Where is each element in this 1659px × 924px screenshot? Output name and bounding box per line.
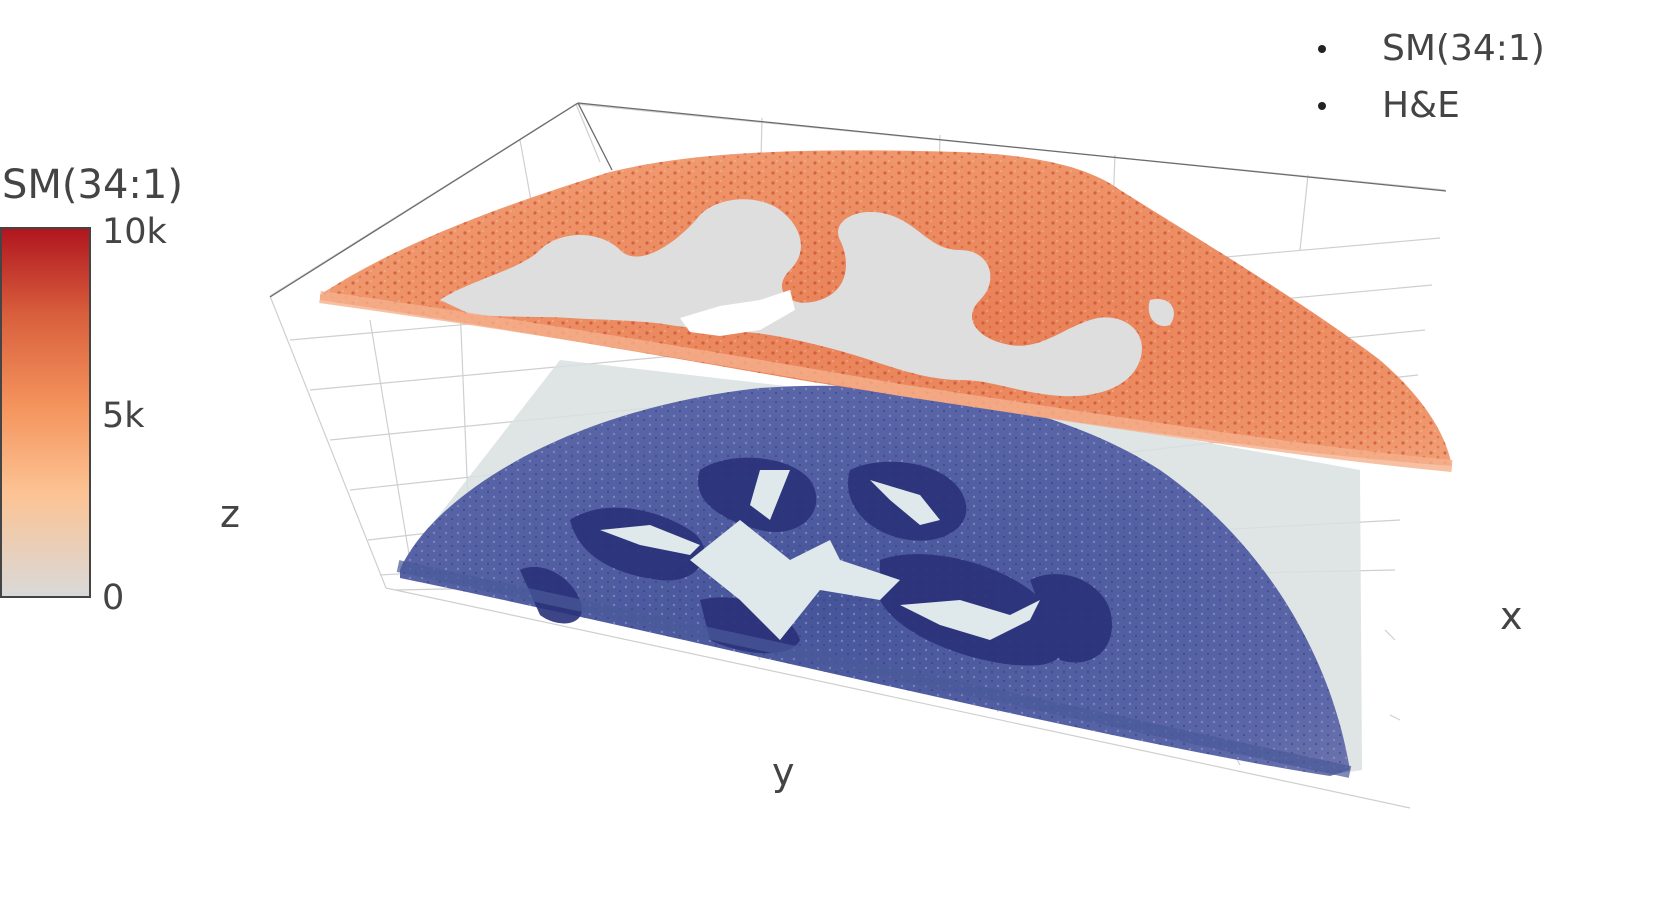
colorbar-tick-5k: 5k (102, 396, 145, 436)
z-axis-label: z (220, 492, 240, 536)
legend-item-sm[interactable]: SM(34:1) (1310, 20, 1545, 77)
he-layer (396, 360, 1362, 778)
x-axis-label: x (1500, 594, 1523, 638)
y-axis-label: y (772, 750, 795, 794)
legend-label-he: H&E (1382, 85, 1460, 126)
legend: SM(34:1) H&E (1310, 20, 1545, 134)
axis-box-edges (269, 102, 1447, 298)
colorbar-tick-0: 0 (102, 578, 125, 618)
colorbar-gradient (0, 227, 91, 598)
legend-marker-icon (1318, 101, 1326, 110)
colorbar-tick-10k: 10k (102, 212, 167, 252)
legend-marker-icon (1318, 44, 1326, 53)
colorbar-title: SM(34:1) (2, 162, 183, 208)
legend-item-he[interactable]: H&E (1310, 77, 1545, 134)
sm-layer (319, 150, 1453, 472)
legend-label-sm: SM(34:1) (1382, 28, 1545, 69)
